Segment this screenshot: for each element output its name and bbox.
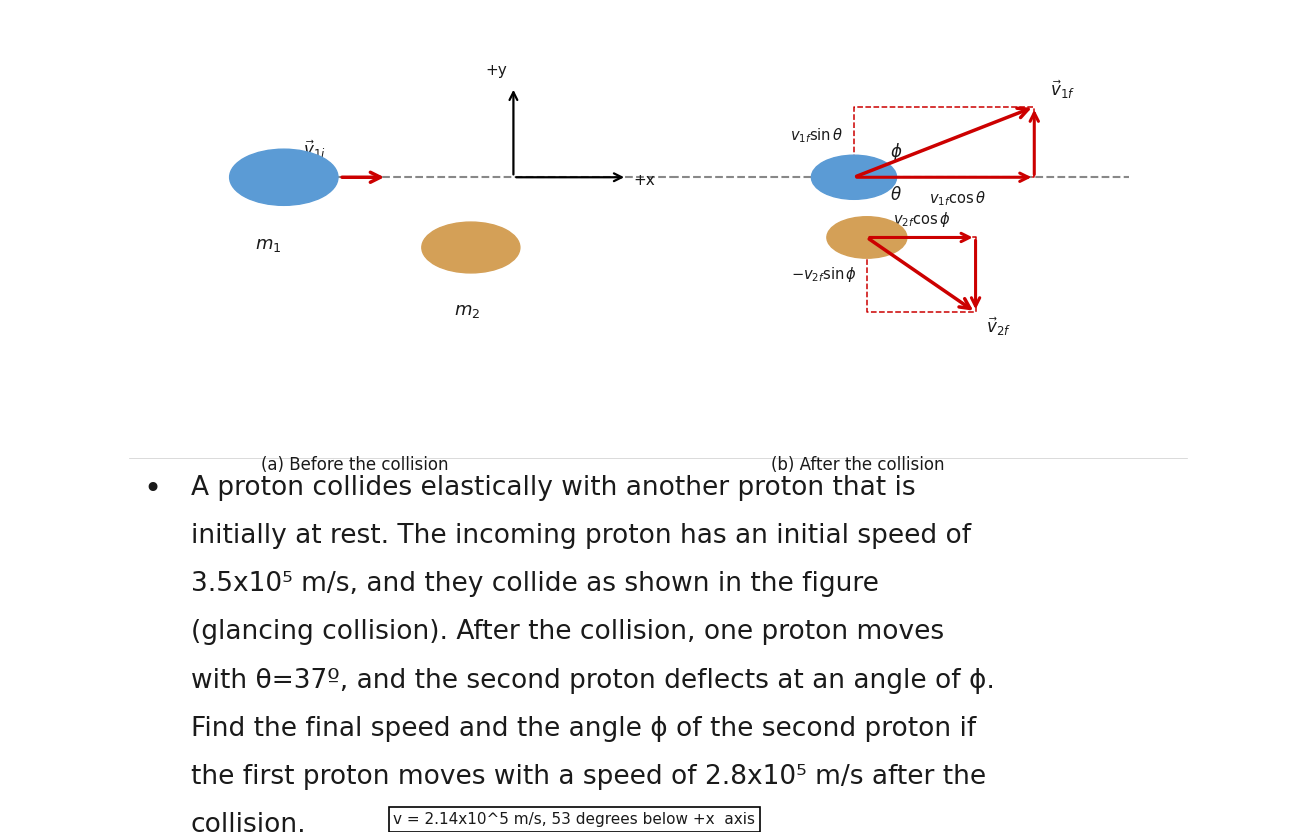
Text: $v_{1f}\cos\theta$: $v_{1f}\cos\theta$ [929, 190, 986, 208]
Text: the first proton moves with a speed of 2.8x10⁵ m/s after the: the first proton moves with a speed of 2… [191, 764, 986, 790]
Text: A proton collides elastically with another proton that is: A proton collides elastically with anoth… [191, 475, 916, 501]
Text: $\vec{v}_{2f}$: $\vec{v}_{2f}$ [986, 315, 1011, 338]
Text: $v_{1f}\sin\theta$: $v_{1f}\sin\theta$ [791, 126, 844, 145]
Text: initially at rest. The incoming proton has an initial speed of: initially at rest. The incoming proton h… [191, 523, 971, 549]
Text: collision.: collision. [191, 812, 307, 832]
Text: $v_{2f}\cos\phi$: $v_{2f}\cos\phi$ [893, 210, 949, 230]
Text: •: • [143, 475, 161, 504]
Text: $-v_{2f}\sin\phi$: $-v_{2f}\sin\phi$ [791, 265, 857, 285]
Circle shape [811, 156, 897, 200]
Text: with θ=37º, and the second proton deflects at an angle of ϕ.: with θ=37º, and the second proton deflec… [191, 667, 995, 694]
Text: +y: +y [486, 63, 507, 78]
Text: (a) Before the collision: (a) Before the collision [261, 456, 449, 474]
Circle shape [230, 149, 338, 206]
Text: $\theta$: $\theta$ [890, 186, 902, 204]
Text: +x: +x [633, 173, 655, 188]
Text: $\vec{v}_{1f}$: $\vec{v}_{1f}$ [1050, 79, 1075, 102]
Text: (glancing collision). After the collision, one proton moves: (glancing collision). After the collisio… [191, 619, 944, 646]
Text: v = 2.14x10^5 m/s, 53 degrees below +x  axis: v = 2.14x10^5 m/s, 53 degrees below +x a… [393, 812, 756, 827]
Text: $m_1$: $m_1$ [255, 236, 281, 254]
Text: Find the final speed and the angle ϕ of the second proton if: Find the final speed and the angle ϕ of … [191, 716, 977, 741]
Circle shape [827, 216, 907, 258]
Circle shape [422, 222, 520, 273]
Text: (b) After the collision: (b) After the collision [771, 456, 944, 474]
Text: 3.5x10⁵ m/s, and they collide as shown in the figure: 3.5x10⁵ m/s, and they collide as shown i… [191, 572, 878, 597]
Text: $\phi$: $\phi$ [890, 141, 903, 162]
Text: $m_2$: $m_2$ [454, 302, 480, 320]
Text: $\vec{v}_{1i}$: $\vec{v}_{1i}$ [303, 138, 326, 161]
